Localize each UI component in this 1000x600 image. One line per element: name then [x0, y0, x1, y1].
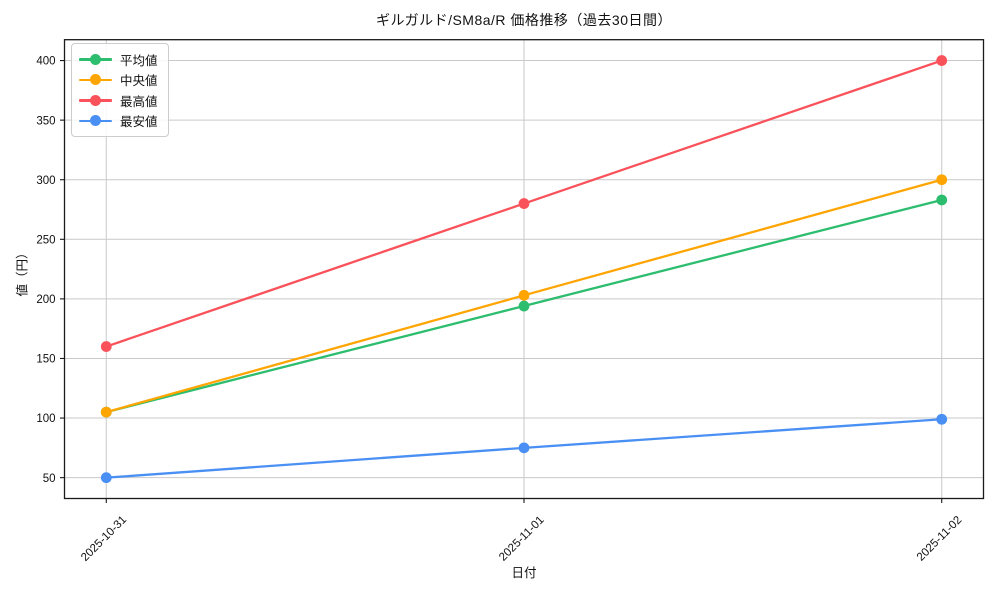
- chart-title: ギルガルド/SM8a/R 価格推移（過去30日間）: [375, 12, 672, 28]
- legend-label-max: 最高値: [120, 94, 158, 109]
- data-point-avg-2: [936, 194, 948, 206]
- data-point-median-0: [100, 406, 112, 418]
- legend-marker-max: [79, 94, 112, 106]
- y-tick-label-250: 250: [36, 234, 55, 246]
- legend-marker-median: [79, 74, 112, 86]
- y-tick-label-50: 50: [43, 473, 56, 485]
- legend-dot-icon: [90, 115, 101, 127]
- legend-entry-avg: 平均値: [79, 49, 158, 70]
- data-point-min-2: [936, 413, 948, 425]
- legend-dot-icon: [90, 74, 101, 86]
- x-tick-label-2025-11-01: 2025-11-01: [497, 514, 546, 563]
- y-tick-label-200: 200: [36, 294, 55, 306]
- legend-marker-avg: [79, 53, 112, 65]
- y-tick-label-400: 400: [36, 56, 55, 68]
- y-tick-label-150: 150: [36, 354, 55, 366]
- y-axis-label: 値（円）: [15, 246, 30, 297]
- y-tick-label-350: 350: [36, 115, 55, 127]
- x-tick-label-2025-10-31: 2025-10-31: [79, 514, 129, 564]
- x-axis-label: 日付: [511, 566, 537, 580]
- y-tick-label-300: 300: [36, 175, 55, 187]
- legend-label-median: 中央値: [120, 74, 158, 89]
- plot-border: [63, 39, 985, 500]
- legend: 平均値中央値最高値最安値: [71, 43, 169, 137]
- data-point-min-1: [518, 442, 530, 454]
- data-point-median-1: [518, 289, 530, 301]
- y-tick-label-100: 100: [36, 413, 55, 425]
- legend-label-avg: 平均値: [120, 53, 158, 68]
- data-point-max-2: [936, 55, 948, 66]
- legend-dot-icon: [90, 53, 101, 65]
- legend-entry-min: 最安値: [79, 111, 158, 132]
- data-point-min-0: [100, 472, 112, 484]
- data-point-max-1: [518, 198, 530, 209]
- legend-entry-median: 中央値: [79, 70, 158, 91]
- data-point-max-0: [100, 341, 112, 352]
- legend-dot-icon: [90, 94, 101, 106]
- legend-label-min: 最安値: [120, 115, 158, 130]
- x-tick-label-2025-11-02: 2025-11-02: [915, 514, 964, 563]
- data-point-avg-1: [518, 300, 530, 312]
- legend-entry-max: 最高値: [79, 90, 158, 111]
- data-point-median-2: [936, 174, 948, 186]
- legend-marker-min: [79, 115, 112, 127]
